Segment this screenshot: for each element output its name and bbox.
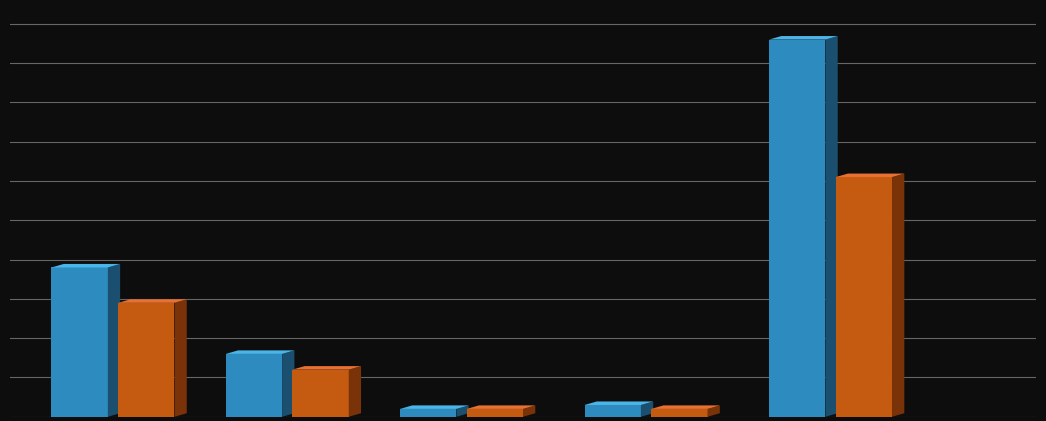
Polygon shape	[467, 409, 523, 417]
Polygon shape	[226, 354, 282, 417]
Polygon shape	[769, 40, 825, 417]
Polygon shape	[523, 405, 536, 417]
Polygon shape	[348, 366, 361, 417]
Polygon shape	[282, 350, 294, 417]
Polygon shape	[836, 177, 892, 417]
Polygon shape	[292, 370, 348, 417]
Polygon shape	[51, 264, 120, 267]
Polygon shape	[585, 402, 653, 405]
Polygon shape	[641, 402, 653, 417]
Polygon shape	[585, 405, 641, 417]
Polygon shape	[651, 409, 707, 417]
Polygon shape	[51, 267, 108, 417]
Polygon shape	[400, 409, 456, 417]
Polygon shape	[836, 173, 905, 177]
Polygon shape	[292, 366, 361, 370]
Polygon shape	[825, 36, 838, 417]
Polygon shape	[769, 36, 838, 40]
Polygon shape	[118, 303, 175, 417]
Polygon shape	[400, 405, 469, 409]
Polygon shape	[707, 405, 720, 417]
Polygon shape	[467, 405, 536, 409]
Polygon shape	[175, 299, 187, 417]
Polygon shape	[651, 405, 720, 409]
Polygon shape	[118, 299, 187, 303]
Polygon shape	[892, 173, 905, 417]
Polygon shape	[226, 350, 294, 354]
Polygon shape	[108, 264, 120, 417]
Polygon shape	[456, 405, 469, 417]
